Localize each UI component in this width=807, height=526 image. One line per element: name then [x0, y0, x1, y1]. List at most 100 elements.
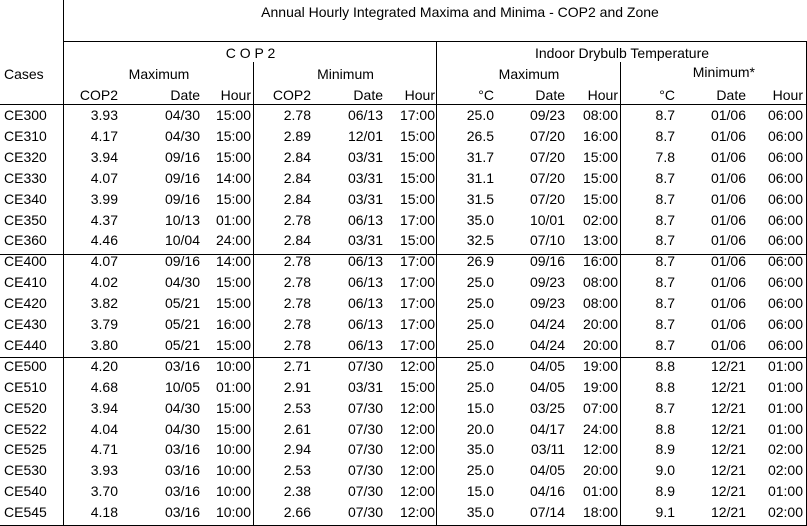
cell-case: CE400: [4, 253, 47, 269]
cell-cop-max-cop2: 4.71: [90, 441, 118, 457]
cell-temp-max-date: 04/16: [529, 483, 565, 499]
cell-cop-max-cop2: 3.94: [90, 400, 118, 416]
cell-cop-max-hour: 10:00: [215, 504, 251, 520]
group-header-cop2: C O P 2: [225, 45, 276, 61]
cell-temp-min-date: 01/06: [710, 107, 746, 123]
cell-case: CE320: [4, 149, 47, 165]
cell-temp-max-hour: 18:00: [582, 504, 618, 520]
cell-cop-max-cop2: 3.93: [90, 462, 118, 478]
cell-cop-min-date: 06/13: [347, 316, 383, 332]
cell-temp-min-hour: 06:00: [767, 232, 803, 248]
cell-cop-max-date: 05/21: [164, 337, 200, 353]
cell-cop-min-cop2: 2.94: [283, 441, 311, 457]
cell-cop-min-date: 03/31: [347, 232, 383, 248]
group-rule-ce400: [0, 254, 807, 255]
cell-temp-min-value: 9.0: [655, 462, 675, 478]
cell-temp-max-value: 25.0: [466, 337, 494, 353]
cell-temp-min-hour: 06:00: [767, 274, 803, 290]
cell-cop-min-cop2: 2.89: [283, 128, 311, 144]
cell-cop-min-cop2: 2.78: [283, 337, 311, 353]
cell-cop-max-date: 04/30: [164, 107, 200, 123]
cell-temp-min-date: 12/21: [710, 441, 746, 457]
cell-temp-max-hour: 20:00: [582, 316, 618, 332]
cell-cop-max-hour: 10:00: [215, 358, 251, 374]
cell-temp-min-date: 01/06: [710, 212, 746, 228]
cell-temp-max-value: 26.5: [466, 128, 494, 144]
cell-temp-max-value: 31.5: [466, 191, 494, 207]
cell-cop-min-hour: 17:00: [399, 295, 435, 311]
cell-temp-min-hour: 06:00: [767, 170, 803, 186]
cell-cop-min-date: 12/01: [347, 128, 383, 144]
cell-cop-max-date: 03/16: [164, 358, 200, 374]
cell-case: CE500: [4, 358, 47, 374]
cell-case: CE520: [4, 400, 47, 416]
cell-cop-max-hour: 15:00: [215, 191, 251, 207]
cell-temp-max-hour: 19:00: [582, 379, 618, 395]
cell-temp-max-date: 07/20: [529, 128, 565, 144]
cell-cop-max-hour: 15:00: [215, 337, 251, 353]
cell-temp-max-value: 31.7: [466, 149, 494, 165]
cell-temp-max-hour: 20:00: [582, 462, 618, 478]
cell-case: CE522: [4, 421, 47, 437]
column-header-temp-min-hour: Hour: [772, 87, 803, 103]
cell-temp-min-value: 8.7: [655, 212, 675, 228]
cell-cop-max-hour: 24:00: [215, 232, 251, 248]
cell-temp-max-hour: 12:00: [582, 441, 618, 457]
cell-cop-max-cop2: 3.82: [90, 295, 118, 311]
cell-cop-min-cop2: 2.78: [283, 107, 311, 123]
cell-temp-max-date: 07/14: [529, 504, 565, 520]
cell-temp-max-hour: 07:00: [582, 400, 618, 416]
cell-cop-max-hour: 10:00: [215, 462, 251, 478]
cell-cop-max-hour: 15:00: [215, 107, 251, 123]
cell-temp-max-value: 25.0: [466, 462, 494, 478]
cell-cop-max-date: 09/16: [164, 149, 200, 165]
cell-case: CE545: [4, 504, 47, 520]
cell-cop-max-date: 03/16: [164, 441, 200, 457]
cell-temp-max-hour: 08:00: [582, 107, 618, 123]
cell-cop-min-hour: 12:00: [399, 441, 435, 457]
cell-cop-min-date: 07/30: [347, 441, 383, 457]
cell-cop-min-cop2: 2.61: [283, 421, 311, 437]
subheader-temp-minimum: Minimum*: [692, 64, 755, 80]
cell-temp-min-hour: 01:00: [767, 400, 803, 416]
cell-temp-min-value: 8.7: [655, 253, 675, 269]
cell-cop-min-hour: 17:00: [399, 107, 435, 123]
subheader-cop-minimum: Minimum: [317, 66, 374, 82]
cell-temp-min-hour: 06:00: [767, 128, 803, 144]
cell-cop-max-hour: 15:00: [215, 274, 251, 290]
cell-temp-min-hour: 06:00: [767, 295, 803, 311]
cell-cop-max-date: 03/16: [164, 462, 200, 478]
cell-temp-min-value: 7.8: [655, 149, 675, 165]
cell-cop-max-hour: 10:00: [215, 441, 251, 457]
cell-temp-max-value: 20.0: [466, 421, 494, 437]
cell-temp-max-hour: 16:00: [582, 128, 618, 144]
cell-cop-min-hour: 17:00: [399, 316, 435, 332]
cell-case: CE525: [4, 441, 47, 457]
cell-temp-max-date: 04/05: [529, 358, 565, 374]
column-header-temp-min-deg-c: °C: [659, 87, 675, 103]
cell-temp-max-value: 32.5: [466, 232, 494, 248]
cell-cop-max-hour: 15:00: [215, 295, 251, 311]
cell-temp-min-date: 01/06: [710, 149, 746, 165]
cell-cop-max-cop2: 3.70: [90, 483, 118, 499]
cell-temp-max-date: 07/10: [529, 232, 565, 248]
cell-cop-min-date: 06/13: [347, 337, 383, 353]
cell-cop-max-hour: 16:00: [215, 316, 251, 332]
cell-temp-max-date: 03/11: [531, 441, 565, 457]
cop-max-min-divider: [253, 62, 254, 526]
cell-temp-min-hour: 06:00: [767, 107, 803, 123]
subheader-temp-maximum: Maximum: [498, 66, 560, 82]
cell-temp-min-value: 8.7: [655, 337, 675, 353]
cell-temp-min-date: 12/21: [710, 400, 746, 416]
cell-temp-max-value: 25.0: [466, 295, 494, 311]
cell-temp-max-date: 04/05: [529, 462, 565, 478]
cell-temp-min-value: 8.9: [655, 483, 675, 499]
cell-cop-max-date: 03/16: [164, 483, 200, 499]
cell-temp-max-value: 15.0: [466, 400, 494, 416]
cell-temp-min-value: 8.7: [655, 232, 675, 248]
cell-temp-max-hour: 08:00: [582, 295, 618, 311]
cell-cop-max-date: 09/16: [164, 253, 200, 269]
cell-case: CE430: [4, 316, 47, 332]
cell-cop-max-date: 04/30: [164, 274, 200, 290]
